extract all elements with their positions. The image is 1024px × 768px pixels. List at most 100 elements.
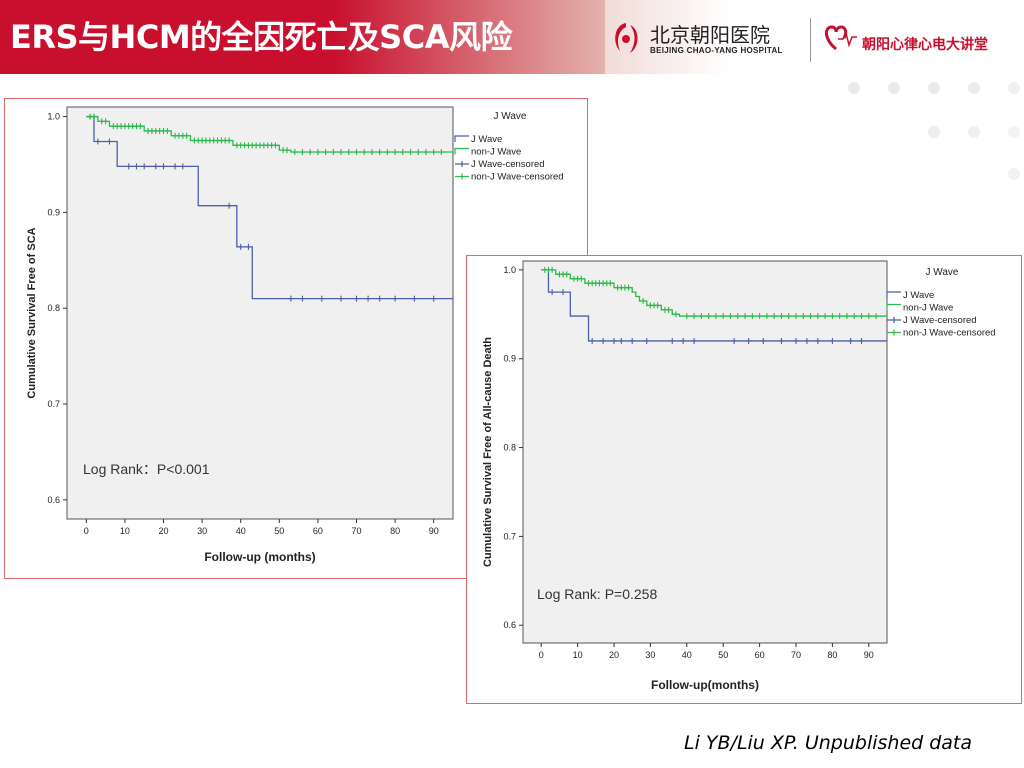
censored-marker bbox=[125, 163, 132, 170]
legend-title: J Wave bbox=[494, 111, 527, 122]
censored-marker bbox=[272, 142, 279, 149]
x-tick-label: 40 bbox=[682, 650, 692, 660]
censored-marker bbox=[829, 313, 836, 320]
y-tick-label: 0.8 bbox=[503, 443, 516, 453]
censored-marker bbox=[407, 149, 414, 156]
censored-marker bbox=[691, 313, 698, 320]
censored-marker bbox=[392, 295, 399, 302]
y-axis-label: Cumulative Survival Free of SCA bbox=[26, 227, 38, 398]
y-tick-label: 1.0 bbox=[503, 265, 516, 275]
censored-marker bbox=[691, 337, 698, 344]
x-axis-label: Follow-up (months) bbox=[204, 550, 315, 564]
log-rank-annotation: Log Rank: P=0.258 bbox=[537, 586, 657, 602]
censored-marker bbox=[399, 149, 406, 156]
x-tick-label: 0 bbox=[84, 526, 89, 536]
x-tick-label: 10 bbox=[573, 650, 583, 660]
censored-marker bbox=[338, 295, 345, 302]
x-tick-label: 70 bbox=[791, 650, 801, 660]
censored-marker bbox=[873, 313, 880, 320]
censored-marker bbox=[654, 302, 661, 309]
censored-marker bbox=[858, 313, 865, 320]
y-tick-label: 0.9 bbox=[503, 354, 516, 364]
censored-marker bbox=[152, 163, 159, 170]
series-line-j-wave bbox=[86, 115, 453, 300]
x-tick-label: 20 bbox=[609, 650, 619, 660]
legend-swatch bbox=[886, 291, 901, 298]
censored-marker bbox=[803, 337, 810, 344]
x-tick-label: 20 bbox=[158, 526, 168, 536]
censored-marker bbox=[368, 149, 375, 156]
heart-ecg-icon bbox=[825, 25, 857, 51]
censored-marker bbox=[851, 313, 858, 320]
censored-marker bbox=[384, 149, 391, 156]
censored-marker bbox=[756, 313, 763, 320]
censored-marker bbox=[291, 149, 298, 156]
censored-marker bbox=[727, 313, 734, 320]
brand-logo: 朝阳心律心电大讲堂 bbox=[822, 20, 988, 54]
censored-marker bbox=[106, 138, 113, 145]
legend-label: J Wave bbox=[471, 134, 502, 145]
y-tick-label: 0.7 bbox=[503, 531, 516, 541]
censored-marker bbox=[226, 137, 233, 144]
censored-marker bbox=[160, 163, 167, 170]
x-tick-label: 80 bbox=[390, 526, 400, 536]
legend-swatch bbox=[886, 303, 901, 311]
survival-chart-sca: 0.6 0.7 0.8 0.9 1.0 0 10 20 30 40 50 60 70 80 90 Follow… bbox=[26, 106, 564, 564]
x-tick-label: 30 bbox=[197, 526, 207, 536]
censored-marker bbox=[183, 132, 190, 139]
citation: Li YB/Liu XP. Unpublished data bbox=[684, 732, 973, 754]
censored-marker bbox=[778, 313, 785, 320]
y-tick-label: 0.6 bbox=[503, 620, 516, 630]
legend-swatch bbox=[887, 329, 901, 336]
series-line-non-j-wave bbox=[541, 269, 887, 317]
censored-marker bbox=[589, 337, 596, 344]
y-tick-label: 1.0 bbox=[47, 112, 60, 122]
censored-marker bbox=[822, 313, 829, 320]
censored-marker bbox=[164, 127, 171, 134]
censored-marker bbox=[91, 113, 98, 120]
censored-marker bbox=[376, 295, 383, 302]
censored-marker bbox=[226, 202, 233, 209]
censored-marker bbox=[847, 337, 854, 344]
censored-marker bbox=[734, 313, 741, 320]
x-axis-label: Follow-up(months) bbox=[651, 678, 759, 692]
y-tick-label: 0.6 bbox=[47, 495, 60, 505]
y-tick-label: 0.8 bbox=[47, 303, 60, 313]
legend-swatch bbox=[455, 161, 469, 167]
censored-marker bbox=[672, 311, 679, 318]
censored-marker bbox=[287, 295, 294, 302]
censored-marker bbox=[172, 163, 179, 170]
censored-marker bbox=[807, 313, 814, 320]
censored-marker bbox=[330, 149, 337, 156]
censored-marker bbox=[102, 118, 109, 125]
hospital-emblem-icon bbox=[615, 23, 638, 53]
censored-marker bbox=[793, 313, 799, 320]
legend-label: J Wave-censored bbox=[471, 159, 545, 170]
censored-marker bbox=[314, 149, 321, 156]
censored-marker bbox=[137, 123, 144, 130]
censored-marker bbox=[353, 149, 360, 156]
x-tick-label: 50 bbox=[718, 650, 728, 660]
chart-panel-all-cause: 0.6 0.7 0.8 0.9 1.0 0 10 20 30 40 50 60 70 80 90 Follow… bbox=[466, 255, 1022, 704]
x-tick-label: 80 bbox=[827, 650, 837, 660]
censored-marker bbox=[763, 313, 770, 320]
x-tick-label: 40 bbox=[236, 526, 246, 536]
legend-label: non-J Wave bbox=[471, 147, 521, 158]
censored-marker bbox=[365, 295, 372, 302]
censored-marker bbox=[307, 149, 314, 156]
censored-marker bbox=[640, 297, 647, 304]
censored-marker bbox=[353, 295, 360, 302]
censored-marker bbox=[430, 295, 437, 302]
censored-marker bbox=[858, 337, 865, 344]
censored-marker bbox=[712, 313, 719, 320]
y-axis-label: Cumulative Survival Free of All-cause De… bbox=[482, 337, 494, 567]
censored-marker bbox=[549, 266, 556, 273]
survival-chart-all-cause: 0.6 0.7 0.8 0.9 1.0 0 10 20 30 40 50 60 70 80 90 Follow… bbox=[482, 260, 996, 692]
series-line-j-wave bbox=[541, 269, 887, 342]
logo-divider bbox=[810, 18, 811, 62]
censored-marker bbox=[778, 337, 785, 344]
censored-marker bbox=[299, 149, 306, 156]
censored-marker bbox=[731, 337, 738, 344]
censored-marker bbox=[625, 284, 632, 291]
x-tick-label: 90 bbox=[429, 526, 439, 536]
